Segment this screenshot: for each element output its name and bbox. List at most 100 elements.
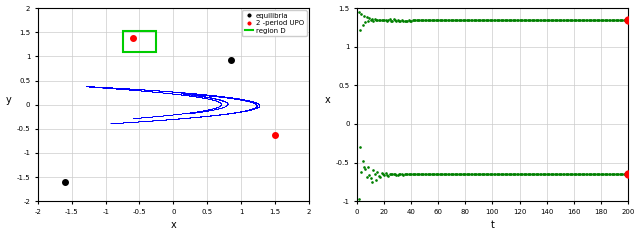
Point (106, 121, 116, 125)
Point (189, 92, 199, 96)
Point (210, 94, 220, 98)
Point (87, 84, 97, 88)
Point (212, 94, 223, 98)
Point (194, 93, 204, 97)
Point (205, 107, 215, 111)
Point (171, 92, 181, 96)
Point (241, 98, 252, 102)
Point (220, 112, 230, 116)
Point (148, 90, 158, 93)
Point (238, 98, 248, 101)
Point (196, 95, 206, 99)
Point (253, 102, 264, 105)
Point (123, 88, 133, 91)
Point (95, 85, 106, 89)
Point (193, 92, 203, 96)
Point (168, 92, 178, 96)
Point (177, 92, 188, 95)
Point (193, 93, 204, 97)
Point (130, 120, 140, 124)
Point (159, 89, 169, 93)
Point (96, 85, 106, 89)
Point (191, 95, 202, 98)
Point (227, 111, 237, 115)
Point (192, 115, 202, 119)
Point (252, 103, 262, 107)
Point (144, 88, 154, 92)
Point (195, 94, 205, 97)
Point (237, 97, 248, 101)
Point (92, 85, 102, 89)
Point (231, 110, 241, 114)
Point (206, 107, 216, 111)
Point (183, 92, 193, 96)
Point (239, 109, 249, 113)
Point (232, 96, 243, 100)
Point (240, 109, 250, 112)
Point (190, 93, 200, 97)
Point (138, 89, 148, 93)
Point (225, 96, 235, 100)
Point (218, 99, 228, 103)
Point (146, 89, 156, 93)
Point (239, 97, 249, 101)
Point (210, 98, 220, 102)
Point (241, 98, 252, 102)
Point (147, 88, 157, 92)
Point (185, 111, 195, 115)
Point (134, 120, 144, 123)
Point (106, 121, 116, 125)
Point (188, 91, 198, 95)
Point (253, 102, 263, 105)
Point (245, 107, 255, 111)
Point (243, 98, 253, 102)
Point (134, 116, 144, 120)
Point (106, 86, 116, 90)
Point (228, 96, 239, 100)
Point (230, 111, 241, 114)
Point (233, 97, 243, 101)
Point (111, 121, 121, 125)
Point (186, 94, 196, 98)
Point (232, 97, 243, 100)
Point (107, 121, 117, 125)
Point (250, 100, 260, 104)
Point (82, 84, 92, 88)
Point (163, 89, 173, 93)
Point (195, 94, 205, 97)
Point (209, 96, 219, 100)
Point (196, 110, 207, 114)
Point (198, 93, 209, 97)
Point (201, 93, 211, 97)
Point (188, 91, 198, 95)
Point (93, 85, 103, 89)
Point (154, 89, 164, 93)
Point (189, 94, 199, 98)
Point (196, 92, 206, 96)
Point (194, 95, 204, 99)
Point (83, 84, 93, 88)
Point (186, 92, 196, 96)
Point (218, 105, 228, 109)
Point (248, 100, 259, 104)
Point (177, 116, 188, 120)
Point (193, 92, 204, 96)
Point (137, 119, 147, 123)
Point (191, 92, 202, 96)
Point (209, 94, 220, 98)
Point (113, 121, 124, 125)
Point (216, 94, 227, 98)
Point (82, 84, 92, 88)
Point (132, 87, 142, 91)
Point (208, 94, 218, 98)
Point (222, 103, 232, 106)
Point (221, 101, 232, 104)
Point (210, 106, 220, 110)
Point (248, 106, 259, 110)
Point (205, 97, 215, 101)
Point (148, 90, 159, 93)
Point (81, 84, 92, 88)
Point (238, 98, 248, 102)
Point (119, 87, 129, 91)
Point (206, 94, 216, 98)
